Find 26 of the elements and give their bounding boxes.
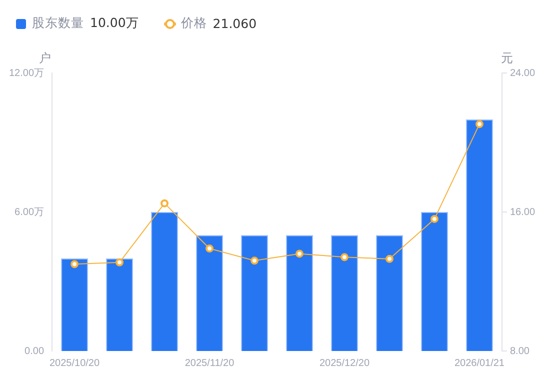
point: [206, 244, 214, 252]
legend-label: 价格: [180, 15, 207, 32]
y2-tick-label: 24.00: [510, 68, 536, 79]
legend-label: 股东数量: [32, 15, 84, 32]
y2-tick-label: 16.00: [510, 206, 536, 218]
text: 21.060: [212, 16, 257, 31]
point: [296, 250, 304, 258]
y-axis-title: 户: [39, 51, 52, 66]
point: [250, 256, 259, 265]
point: [430, 214, 438, 223]
text: 10.00万: [90, 15, 139, 32]
y2-axis-title: 元: [500, 51, 513, 66]
point: [385, 254, 394, 263]
point: [160, 199, 169, 208]
x-tick-label: 2025/12/20: [319, 358, 370, 369]
x-tick-label: 2025/10/20: [49, 358, 100, 369]
y-tick-label: 6.00万: [14, 206, 44, 218]
y2-tick-label: 8.00: [510, 346, 530, 357]
x-tick-label: 2025/11/20: [184, 358, 235, 369]
point: [340, 253, 348, 262]
point: [116, 258, 124, 266]
x-tick-label: 2026/01/21: [454, 358, 505, 369]
y-tick-label: 12.00万: [8, 68, 44, 79]
y-tick-label: 0.00: [24, 346, 44, 357]
point: [475, 120, 484, 128]
point: [70, 260, 79, 268]
